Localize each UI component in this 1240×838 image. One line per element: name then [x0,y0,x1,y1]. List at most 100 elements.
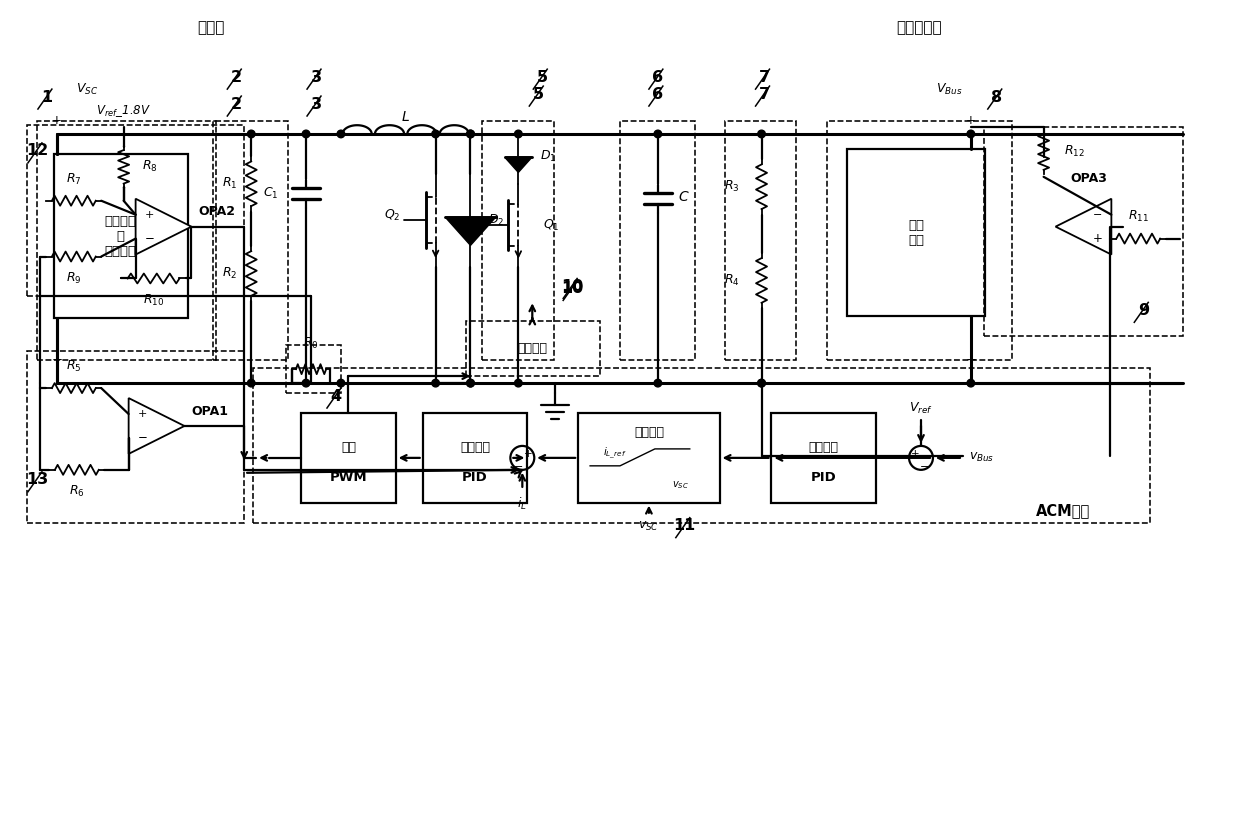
Circle shape [758,380,765,387]
Text: $R_9$: $R_9$ [66,271,82,286]
Bar [27,125,244,297]
Text: $i_L$: $i_L$ [517,496,527,512]
Text: PWM: PWM [330,471,367,484]
Text: 电流内环: 电流内环 [460,441,490,453]
Bar [983,127,1183,336]
Circle shape [758,380,765,387]
Text: $R_0$: $R_0$ [304,336,319,351]
Text: $v_{Bus}$: $v_{Bus}$ [968,452,994,464]
Circle shape [303,380,310,387]
Text: 7: 7 [759,86,770,101]
Text: +: + [966,115,976,127]
Text: OPA3: OPA3 [1070,172,1107,184]
Text: 直流
母线: 直流 母线 [908,219,924,246]
Circle shape [967,380,975,387]
Text: 1: 1 [41,90,52,105]
Text: $V_{ref}$_1.8V: $V_{ref}$_1.8V [97,103,151,119]
Text: OPA1: OPA1 [191,405,228,417]
Text: OPA2: OPA2 [198,205,236,218]
Circle shape [248,380,255,387]
Bar [423,413,527,503]
Text: 5: 5 [537,70,548,85]
Text: 电压外环: 电压外环 [808,441,838,453]
Bar [253,368,1151,523]
Text: 2: 2 [231,96,242,111]
Text: PID: PID [811,471,837,484]
Text: 储能侧: 储能侧 [197,20,224,35]
Bar [578,413,719,503]
Text: 13: 13 [26,473,48,488]
Circle shape [303,130,310,137]
Bar [724,121,796,360]
Text: $v_{SC}$: $v_{SC}$ [672,479,688,491]
Polygon shape [505,158,532,173]
Text: 超级电容
等
储能设备: 超级电容 等 储能设备 [104,215,136,258]
Text: $D_2$: $D_2$ [489,213,505,228]
Circle shape [337,380,345,387]
Circle shape [653,130,662,137]
Text: 11: 11 [673,518,696,533]
Text: −: − [513,462,523,472]
Text: $R_7$: $R_7$ [66,172,82,187]
Text: $v_{SC}$: $v_{SC}$ [639,520,660,533]
Text: 5: 5 [533,86,544,101]
Text: $C$: $C$ [678,189,689,204]
Text: $R_{12}$: $R_{12}$ [1064,144,1085,159]
Text: 7: 7 [759,70,770,85]
Bar [53,154,188,318]
Text: 10: 10 [560,279,583,294]
Text: 3: 3 [310,96,321,111]
Text: 12: 12 [26,143,48,158]
Text: 2: 2 [231,70,242,85]
Polygon shape [129,398,185,454]
Circle shape [466,130,474,137]
Text: 10: 10 [560,281,583,296]
Text: −: − [965,354,976,367]
Circle shape [515,380,522,387]
Bar [27,351,244,523]
Text: −: − [920,462,930,472]
Text: 电流限幅: 电流限幅 [634,427,663,439]
Bar [771,413,877,503]
Text: 3: 3 [310,70,321,85]
Bar [286,345,341,393]
Circle shape [466,380,474,387]
Text: $R_{10}$: $R_{10}$ [143,292,164,308]
Text: 驱动电路: 驱动电路 [517,342,547,354]
Bar [847,149,985,316]
Text: $D_1$: $D_1$ [541,149,557,164]
Bar [482,121,554,360]
Bar [620,121,694,360]
Polygon shape [445,217,496,246]
Text: $R_2$: $R_2$ [222,266,237,281]
Text: $Q_2$: $Q_2$ [384,208,401,223]
Circle shape [653,380,662,387]
Text: +: + [1092,232,1102,245]
Text: 直流母线侧: 直流母线侧 [897,20,942,35]
Text: +: + [138,409,148,419]
Bar [465,321,600,376]
Text: $R_8$: $R_8$ [141,159,157,174]
Text: $L$: $L$ [402,110,410,124]
Text: $R_{11}$: $R_{11}$ [1128,209,1148,224]
Text: ACM控制: ACM控制 [1037,503,1091,518]
Bar [301,413,396,503]
Text: $R_4$: $R_4$ [724,273,739,288]
Bar [213,121,288,360]
Polygon shape [135,199,191,255]
Text: $R_1$: $R_1$ [222,176,237,191]
Text: −: − [145,232,155,245]
Text: 互补: 互补 [341,441,356,453]
Text: 8: 8 [991,90,1002,105]
Text: $V_{Bus}$: $V_{Bus}$ [936,81,962,96]
Polygon shape [1055,199,1111,255]
Text: $R_6$: $R_6$ [69,484,84,499]
Text: $C_1$: $C_1$ [263,186,278,201]
Text: $R_5$: $R_5$ [66,359,82,374]
Bar [827,121,1012,360]
Circle shape [515,130,522,137]
Text: +: + [145,210,154,220]
Bar [37,121,216,360]
Circle shape [967,130,975,137]
Text: 6: 6 [652,70,663,85]
